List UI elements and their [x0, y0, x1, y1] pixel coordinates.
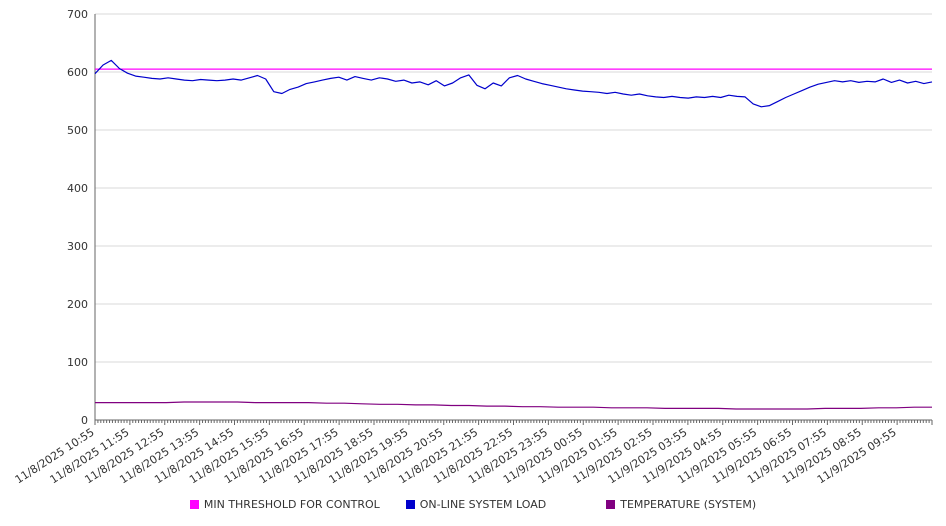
legend-label-0: MIN THRESHOLD FOR CONTROL — [203, 498, 380, 511]
legend-item-1: ON-LINE SYSTEM LOAD — [405, 498, 547, 511]
legend: MIN THRESHOLD FOR CONTROL ON-LINE SYSTEM … — [0, 498, 946, 511]
y-axis-label: 600 — [67, 66, 88, 79]
y-axis-label: 100 — [67, 356, 88, 369]
legend-label-1: ON-LINE SYSTEM LOAD — [419, 498, 547, 511]
legend-label-2: TEMPERATURE (SYSTEM) — [620, 498, 757, 511]
legend-item-0: MIN THRESHOLD FOR CONTROL — [189, 498, 380, 511]
series-line-1 — [94, 59, 933, 108]
y-axis-label: 700 — [67, 8, 88, 21]
chart-area: 0 100 200 300 400 500 600 700 11/8/2025 10:55 11/… — [13, 8, 933, 486]
series-line-2 — [95, 401, 932, 410]
legend-swatch-0 — [189, 500, 199, 509]
y-axis-label: 0 — [81, 414, 88, 427]
y-axis-label: 200 — [67, 298, 88, 311]
legend-swatch-2 — [606, 500, 616, 509]
y-axis-label: 500 — [67, 124, 88, 137]
legend-item-2: TEMPERATURE (SYSTEM) — [606, 498, 756, 511]
y-axis-label: 300 — [67, 240, 88, 253]
legend-swatch-1 — [405, 500, 415, 509]
y-axis-label: 400 — [67, 182, 88, 195]
